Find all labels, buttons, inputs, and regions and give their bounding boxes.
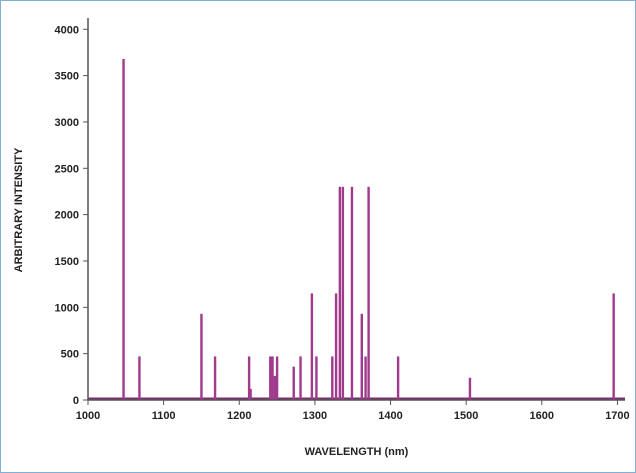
x-tick-label-1700: 1700 xyxy=(605,410,629,422)
x-tick-label-1200: 1200 xyxy=(227,410,251,422)
bar-1215 xyxy=(249,388,252,400)
y-tick-label-2500: 2500 xyxy=(55,163,79,175)
bar-1150 xyxy=(200,313,203,400)
bar-1323 xyxy=(331,356,334,400)
bar-1349 xyxy=(350,186,354,400)
bar-1068 xyxy=(138,356,141,400)
y-tick-label-500: 500 xyxy=(61,349,79,361)
x-tick-label-1400: 1400 xyxy=(378,410,402,422)
bar-1362 xyxy=(360,313,363,400)
bar-1410 xyxy=(396,356,400,400)
bar-1296 xyxy=(310,293,314,400)
x-ticks-layer: 1000 1100 1200 1300 1400 1500 1600 1700 xyxy=(76,400,630,422)
x-tick-label-1300: 1300 xyxy=(303,410,327,422)
y-tick-label-3000: 3000 xyxy=(55,117,79,129)
bar-1371 xyxy=(367,186,370,400)
bar-1302 xyxy=(315,356,318,400)
y-tick-label-4000: 4000 xyxy=(55,24,79,36)
bar-1244 xyxy=(271,356,274,400)
bar-1281 xyxy=(299,356,302,400)
x-tick-label-1500: 1500 xyxy=(454,410,478,422)
bar-1213 xyxy=(247,356,251,400)
y-axis-title: ARBITRARY INTENSITY xyxy=(13,147,25,272)
y-tick-label-2000: 2000 xyxy=(55,210,79,222)
bar-1247 xyxy=(273,375,277,400)
x-tick-label-1100: 1100 xyxy=(152,410,176,422)
bar-1328 xyxy=(334,293,338,400)
bar-1272 xyxy=(292,366,295,400)
x-tick-label-1600: 1600 xyxy=(530,410,554,422)
y-ticks-layer: 0 500 1000 1500 2000 2500 3000 3500 4000 xyxy=(55,24,88,407)
y-tick-label-1000: 1000 xyxy=(55,302,79,314)
x-axis-title: WAVELENGTH (nm) xyxy=(305,446,409,458)
bar-1505 xyxy=(468,377,472,400)
baseline-band xyxy=(88,397,625,400)
y-tick-label-3500: 3500 xyxy=(55,71,79,83)
bar-1250 xyxy=(275,356,279,400)
x-tick-label-1000: 1000 xyxy=(76,410,100,422)
y-tick-label-1500: 1500 xyxy=(55,256,79,268)
y-tick-label-0: 0 xyxy=(73,395,79,407)
bar-1047 xyxy=(122,58,125,401)
bar-1241 xyxy=(269,356,272,400)
bar-1168 xyxy=(213,356,217,400)
bar-1695 xyxy=(612,293,615,400)
bar-1367 xyxy=(364,356,367,400)
bar-1333 xyxy=(338,186,342,400)
bars-layer xyxy=(88,58,625,401)
bar-1337 xyxy=(341,186,345,400)
